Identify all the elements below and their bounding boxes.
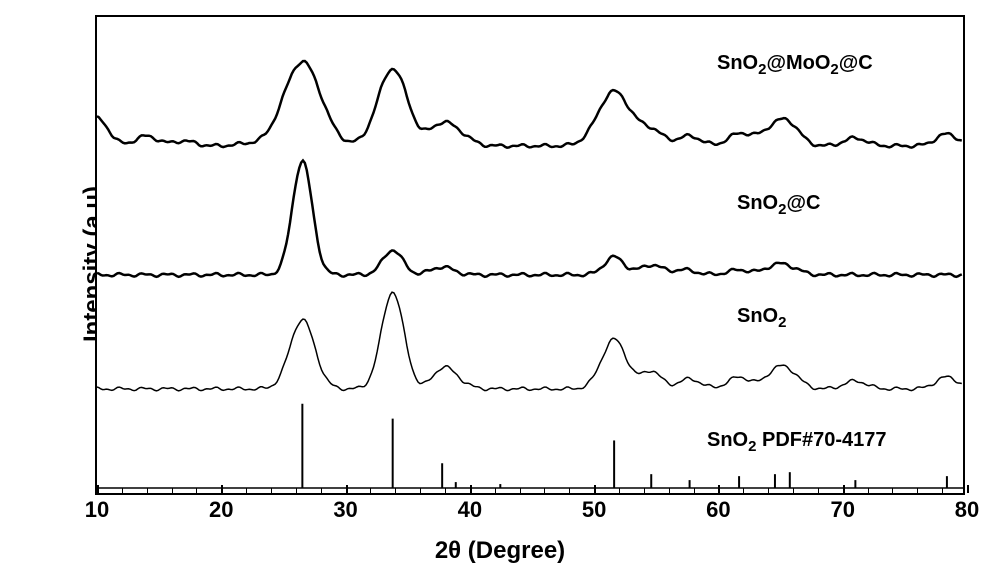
series-curve-1 <box>97 160 962 276</box>
x-tick-label: 20 <box>209 497 233 523</box>
x-tick-mark <box>97 485 99 493</box>
x-tick-label: 60 <box>706 497 730 523</box>
x-tick-label: 40 <box>458 497 482 523</box>
x-tick-mark <box>346 485 348 493</box>
x-tick-mark <box>470 485 472 493</box>
x-tick-label: 80 <box>955 497 979 523</box>
series-label-3: SnO2 PDF#70-4177 <box>707 429 887 455</box>
x-tick-label: 70 <box>830 497 854 523</box>
x-tick-label: 30 <box>333 497 357 523</box>
series-label-0: SnO2@MoO2@C <box>717 52 873 78</box>
x-tick-mark <box>221 485 223 493</box>
x-tick-mark <box>967 485 969 493</box>
x-axis-label: 2θ (Degree) <box>435 537 565 565</box>
series-label-1: SnO2@C <box>737 192 820 218</box>
xrd-plot <box>97 17 963 493</box>
series-label-2: SnO2 <box>737 305 786 331</box>
x-tick-label: 50 <box>582 497 606 523</box>
series-curve-2 <box>97 292 962 391</box>
x-tick-label: 10 <box>85 497 109 523</box>
x-tick-mark <box>718 485 720 493</box>
x-tick-mark <box>843 485 845 493</box>
x-tick-mark <box>594 485 596 493</box>
plot-area: 1020304050607080 SnO2@MoO2@CSnO2@CSnO2Sn… <box>95 15 965 495</box>
